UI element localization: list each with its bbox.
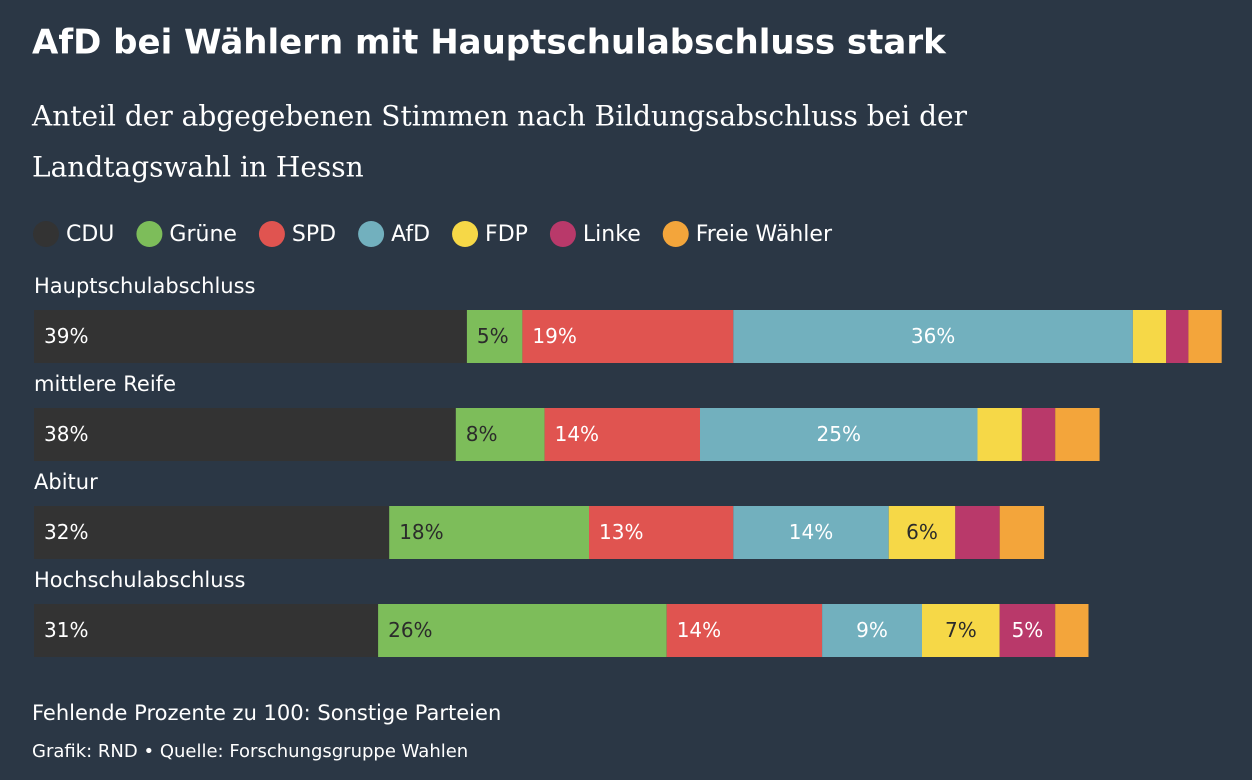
value-label: 14% xyxy=(677,618,721,642)
value-label: 5% xyxy=(1012,618,1044,642)
value-label: 25% xyxy=(817,422,861,446)
footnote: Fehlende Prozente zu 100: Sonstige Parte… xyxy=(32,701,501,725)
value-label: 14% xyxy=(555,422,599,446)
bar-segment xyxy=(955,506,1000,559)
bar-segment xyxy=(922,604,1000,657)
value-label: 8% xyxy=(466,422,498,446)
value-label: 31% xyxy=(44,618,88,642)
value-label: 18% xyxy=(399,520,443,544)
bar-segment xyxy=(378,604,667,657)
bar-segment xyxy=(1021,408,1056,461)
bar-segment xyxy=(700,408,978,461)
bar-segment xyxy=(34,310,467,363)
legend-swatch xyxy=(358,221,385,247)
value-label: 32% xyxy=(44,520,88,544)
legend-label: SPD xyxy=(292,222,336,247)
bar-segment xyxy=(888,506,956,559)
legend-label: Grüne xyxy=(169,222,237,247)
legend-swatch xyxy=(258,221,285,247)
category-label: Hochschulabschluss xyxy=(34,568,245,592)
legend-label: FDP xyxy=(485,222,528,247)
bar-segment xyxy=(733,310,1133,363)
legend-label: Linke xyxy=(583,222,641,247)
bar-segment xyxy=(34,506,390,559)
bar-segment xyxy=(1132,310,1167,363)
bar-segment xyxy=(34,604,379,657)
category-label: Abitur xyxy=(34,470,98,494)
bar-segment xyxy=(455,408,545,461)
legend-swatch xyxy=(136,221,163,247)
value-label: 14% xyxy=(789,520,833,544)
value-label: 7% xyxy=(945,618,977,642)
value-label: 26% xyxy=(388,618,432,642)
bar-segment xyxy=(34,408,456,461)
bar-segment xyxy=(977,408,1022,461)
legend-swatch xyxy=(549,221,576,247)
value-label: 13% xyxy=(599,520,643,544)
legend-label: Freie Wähler xyxy=(696,222,833,247)
bar-segment xyxy=(466,310,523,363)
bar-segment xyxy=(544,408,700,461)
bar-segment xyxy=(522,310,734,363)
source: Grafik: RND • Quelle: Forschungsgruppe W… xyxy=(32,741,468,762)
value-label: 5% xyxy=(477,324,509,348)
bar-segment xyxy=(1188,310,1222,363)
bar-segment xyxy=(589,506,734,559)
bar-segment xyxy=(999,506,1045,559)
value-label: 9% xyxy=(856,618,888,642)
bar-segment xyxy=(822,604,922,657)
chart-title: AfD bei Wählern mit Hauptschulabschluss … xyxy=(32,23,947,63)
value-label: 6% xyxy=(906,520,938,544)
bar-segment xyxy=(999,604,1056,657)
bar-segment xyxy=(1055,408,1100,461)
chart-subtitle: Landtagswahl in Hessn xyxy=(32,151,364,184)
value-label: 39% xyxy=(44,324,88,348)
legend-label: AfD xyxy=(391,222,430,247)
bar-segment xyxy=(666,604,823,657)
bar-segment xyxy=(1166,310,1189,363)
value-label: 36% xyxy=(911,324,955,348)
legend-label: CDU xyxy=(66,222,114,247)
chart-subtitle: Anteil der abgegebenen Stimmen nach Bild… xyxy=(31,100,968,133)
legend-swatch xyxy=(33,221,59,247)
bar-segment xyxy=(733,506,889,559)
category-label: mittlere Reife xyxy=(34,372,176,396)
legend-swatch xyxy=(662,221,689,247)
value-label: 38% xyxy=(44,422,88,446)
legend-swatch xyxy=(452,221,479,247)
value-label: 19% xyxy=(532,324,576,348)
category-label: Hauptschulabschluss xyxy=(34,274,256,298)
bar-segment xyxy=(389,506,589,559)
bar-segment xyxy=(1055,604,1089,657)
